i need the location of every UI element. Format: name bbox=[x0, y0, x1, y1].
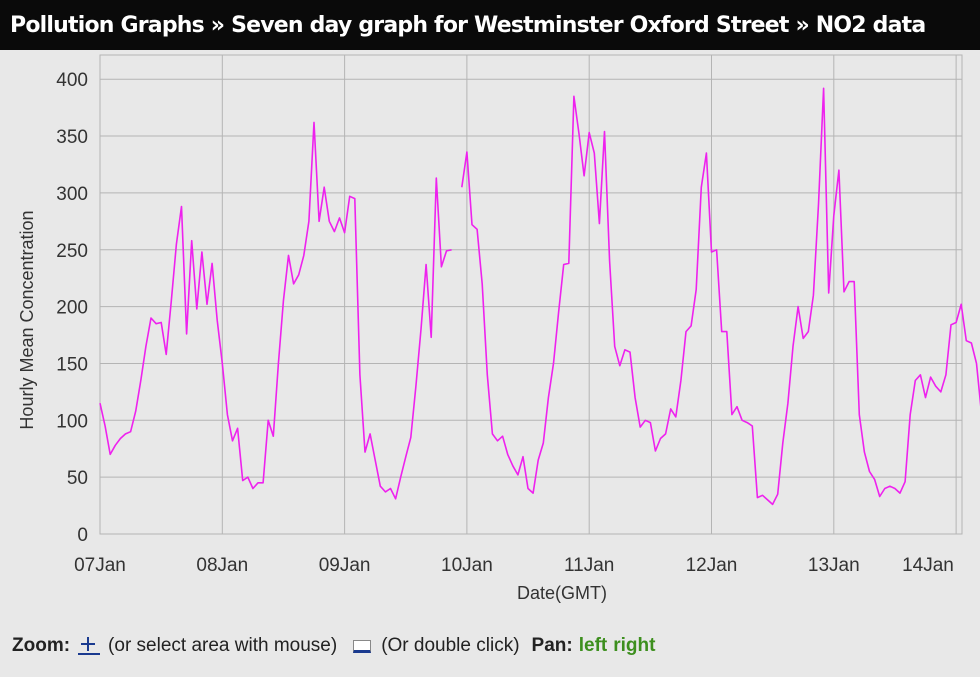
y-tick-label: 300 bbox=[56, 184, 88, 205]
x-tick-label: 12Jan bbox=[686, 555, 738, 576]
y-tick-label: 150 bbox=[56, 354, 88, 375]
y-tick-label: 400 bbox=[56, 70, 88, 91]
y-axis-ticks: 0 50 100 150 200 250 300 350 400 bbox=[56, 70, 88, 546]
x-tick-label: 09Jan bbox=[319, 555, 371, 576]
y-tick-label: 350 bbox=[56, 127, 88, 148]
chart-area[interactable]: 0 50 100 150 200 250 300 350 400 07Jan 08Jan 09Jan… bbox=[0, 50, 980, 622]
zoom-label: Zoom: bbox=[12, 635, 71, 656]
x-axis-ticks: 07Jan 08Jan 09Jan 10Jan 11Jan 12Jan 13Jan 14Jan bbox=[74, 555, 954, 576]
series-layer bbox=[99, 87, 980, 506]
grid-lines bbox=[99, 54, 963, 535]
x-tick-label: 07Jan bbox=[74, 555, 126, 576]
y-tick-label: 100 bbox=[56, 411, 88, 432]
zoom-in-hint: (or select area with mouse) bbox=[108, 635, 338, 656]
y-tick-label: 250 bbox=[56, 241, 88, 262]
y-tick-label: 50 bbox=[67, 468, 88, 489]
zoom-pan-controls: Zoom: (or select area with mouse) (Or do… bbox=[0, 622, 980, 670]
pan-right-link[interactable]: right bbox=[613, 635, 656, 656]
plot-border bbox=[99, 54, 963, 535]
y-tick-label: 200 bbox=[56, 298, 88, 319]
pan-label: Pan: bbox=[531, 635, 573, 656]
page-title: Pollution Graphs » Seven day graph for W… bbox=[0, 0, 980, 50]
x-axis-label: Date(GMT) bbox=[517, 583, 607, 603]
zoom-out-minus-icon[interactable] bbox=[349, 634, 375, 658]
x-tick-label: 11Jan bbox=[564, 555, 614, 576]
pan-left-link[interactable]: left bbox=[578, 635, 608, 656]
y-axis-label: Hourly Mean Concentration bbox=[17, 210, 37, 429]
zoom-out-hint: (Or double click) bbox=[381, 635, 520, 656]
y-tick-label: 0 bbox=[77, 525, 88, 546]
x-tick-label: 08Jan bbox=[196, 555, 248, 576]
no2-line-chart[interactable]: 0 50 100 150 200 250 300 350 400 07Jan 08Jan 09Jan… bbox=[0, 50, 980, 622]
x-tick-label: 14Jan bbox=[902, 555, 954, 576]
x-tick-label: 10Jan bbox=[441, 555, 493, 576]
series-line bbox=[99, 87, 980, 506]
x-tick-label: 13Jan bbox=[808, 555, 860, 576]
zoom-in-plus-icon[interactable] bbox=[76, 634, 102, 658]
